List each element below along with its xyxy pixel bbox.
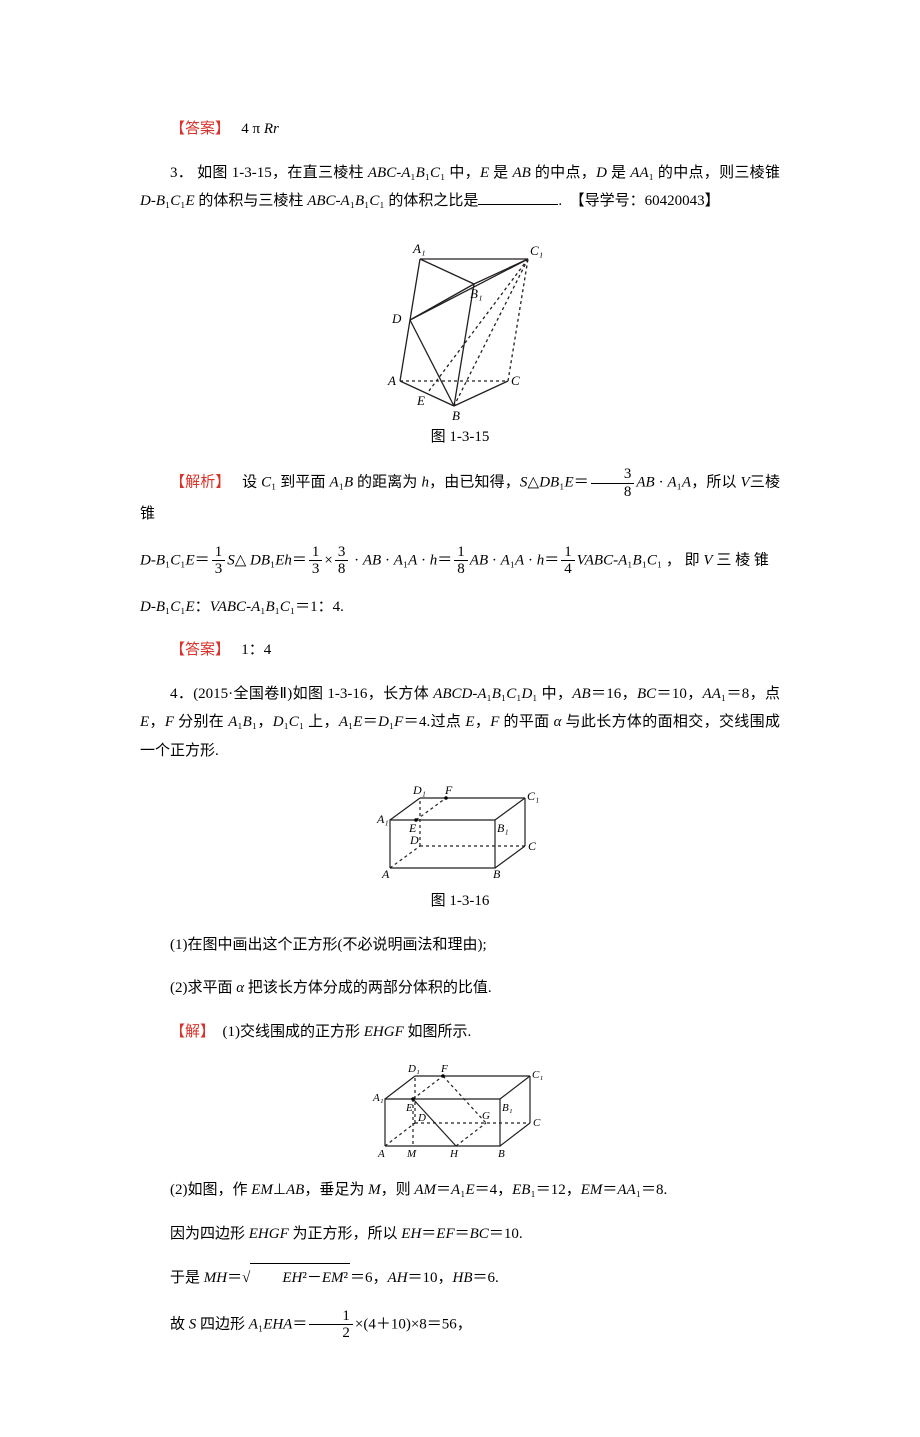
lbl-A: A <box>387 373 396 388</box>
lbl-F: F <box>444 783 453 797</box>
fig-315-svg: A₁ C₁ B₁ D A C B E <box>370 231 550 421</box>
q3-analysis-2: D-B₁C₁E＝13S△ DB₁Eh＝13×38 · AB · A₁A · h＝… <box>140 544 780 578</box>
lbl-A1: A₁ <box>372 1092 384 1104</box>
figure-1-3-15: A₁ C₁ B₁ D A C B E 图 1-3-15 <box>140 231 780 452</box>
frac-d: 8 <box>335 561 349 578</box>
q4-number: 4． <box>170 686 193 702</box>
frac-n: 3 <box>591 466 635 484</box>
lbl-A: A <box>381 867 390 881</box>
lbl-B1: B₁ <box>470 286 482 301</box>
q4-sol-4: 于是 MH＝√EH²－EM²＝6，AH＝10，HB＝6. <box>140 1263 780 1293</box>
q3-text: 3． 如图 1-3-15，在直三棱柱 ABC-A₁B₁C₁ 中，E 是 AB 的… <box>140 159 780 216</box>
lbl-C: C <box>533 1117 541 1129</box>
fig-315-label: 图 1-3-15 <box>140 423 780 452</box>
lbl-H: H <box>449 1148 459 1160</box>
lbl-C: C <box>511 373 520 388</box>
lbl-A1: A₁ <box>376 812 389 826</box>
lbl-F: F <box>440 1063 448 1075</box>
q4-part2: (2)求平面 α 把该长方体分成的两部分体积的比值. <box>140 974 780 1003</box>
q4-sol-label: 【解】 <box>170 1024 208 1040</box>
lbl-C1: C₁ <box>532 1069 543 1081</box>
lbl-C1: C₁ <box>527 789 539 803</box>
frac-d: 3 <box>309 561 323 578</box>
q3-analysis-3: D-B₁C₁E：VABC-A₁B₁C₁＝1：4. <box>140 593 780 622</box>
lbl-M: M <box>406 1148 417 1160</box>
q3-guide: 【导学号：60420043】 <box>577 193 720 209</box>
q4-sol-3: 因为四边形 EHGF 为正方形，所以 EH＝EF＝BC＝10. <box>140 1220 780 1249</box>
lbl-D1: D₁ <box>412 783 426 797</box>
q4-sol-5: 故 S 四边形 A₁EHA＝12×(4＋10)×8＝56， <box>140 1308 780 1342</box>
q3-answer-value: 1：4 <box>241 642 271 658</box>
lbl-C: C <box>528 839 537 853</box>
frac-d: 4 <box>561 561 575 578</box>
answer-2-value: 4 π Rr <box>241 121 279 137</box>
q3-analysis-label: 【解析】 <box>170 474 223 490</box>
frac-n: 1 <box>561 544 575 562</box>
q3-answer: 【答案】 1：4 <box>140 636 780 665</box>
fig-316-label: 图 1-3-16 <box>140 887 780 916</box>
q4-text: 4．(2015·全国卷Ⅱ)如图 1-3-16，长方体 ABCD-A₁B₁C₁D₁… <box>140 680 780 766</box>
frac-n: 3 <box>335 544 349 562</box>
frac-d: 2 <box>309 1325 353 1342</box>
lbl-B: B <box>493 867 501 881</box>
lbl-B: B <box>452 408 460 421</box>
lbl-D: D <box>409 833 419 847</box>
lbl-G: G <box>482 1110 490 1122</box>
lbl-E: E <box>416 393 425 408</box>
q3-analysis-1: 【解析】 设 C₁ 到平面 A₁B 的距离为 h，由已知得，S△DB₁E＝38A… <box>140 466 780 529</box>
lbl-A: A <box>377 1148 385 1160</box>
frac-d: 8 <box>591 484 635 501</box>
answer-2-label: 【答案】 <box>170 121 223 137</box>
lbl-D: D <box>391 311 402 326</box>
lbl-B: B <box>498 1148 505 1160</box>
frac-n: 1 <box>309 1308 353 1326</box>
q4-part1: (1)在图中画出这个正方形(不必说明画法和理由); <box>140 931 780 960</box>
frac-n: 1 <box>454 544 468 562</box>
lbl-D: D <box>417 1112 426 1124</box>
frac-d: 8 <box>454 561 468 578</box>
lbl-B1: B₁ <box>502 1102 513 1114</box>
fig-316-svg: D₁ F C₁ A₁ E B₁ D C A B <box>365 780 555 885</box>
frac-n: 1 <box>309 544 323 562</box>
lbl-D1: D₁ <box>407 1063 420 1075</box>
frac-d: 3 <box>212 561 226 578</box>
figure-solution: D₁ F C₁ A₁ E B₁ D G C A M H B <box>140 1061 780 1161</box>
q3-blank <box>478 189 558 205</box>
lbl-A1: A₁ <box>412 241 425 256</box>
q3-number: 3． <box>170 165 193 181</box>
q4-sol-2: (2)如图，作 EM⊥AB，垂足为 M，则 AM＝A₁E＝4，EB₁＝12，EM… <box>140 1176 780 1205</box>
q4-source: (2015·全国卷Ⅱ) <box>193 686 292 702</box>
lbl-C1: C₁ <box>530 243 543 258</box>
lbl-B1: B₁ <box>497 821 509 835</box>
answer-2: 【答案】 4 π Rr <box>140 115 780 144</box>
q4-sol-1: 【解】 (1)交线围成的正方形 EHGF 如图所示. <box>140 1018 780 1047</box>
figure-1-3-16: D₁ F C₁ A₁ E B₁ D C A B 图 1-3-16 <box>140 780 780 916</box>
fig-sol-svg: D₁ F C₁ A₁ E B₁ D G C A M H B <box>360 1061 560 1161</box>
q3-answer-label: 【答案】 <box>170 642 223 658</box>
frac-n: 1 <box>212 544 226 562</box>
lbl-E: E <box>405 1102 413 1114</box>
